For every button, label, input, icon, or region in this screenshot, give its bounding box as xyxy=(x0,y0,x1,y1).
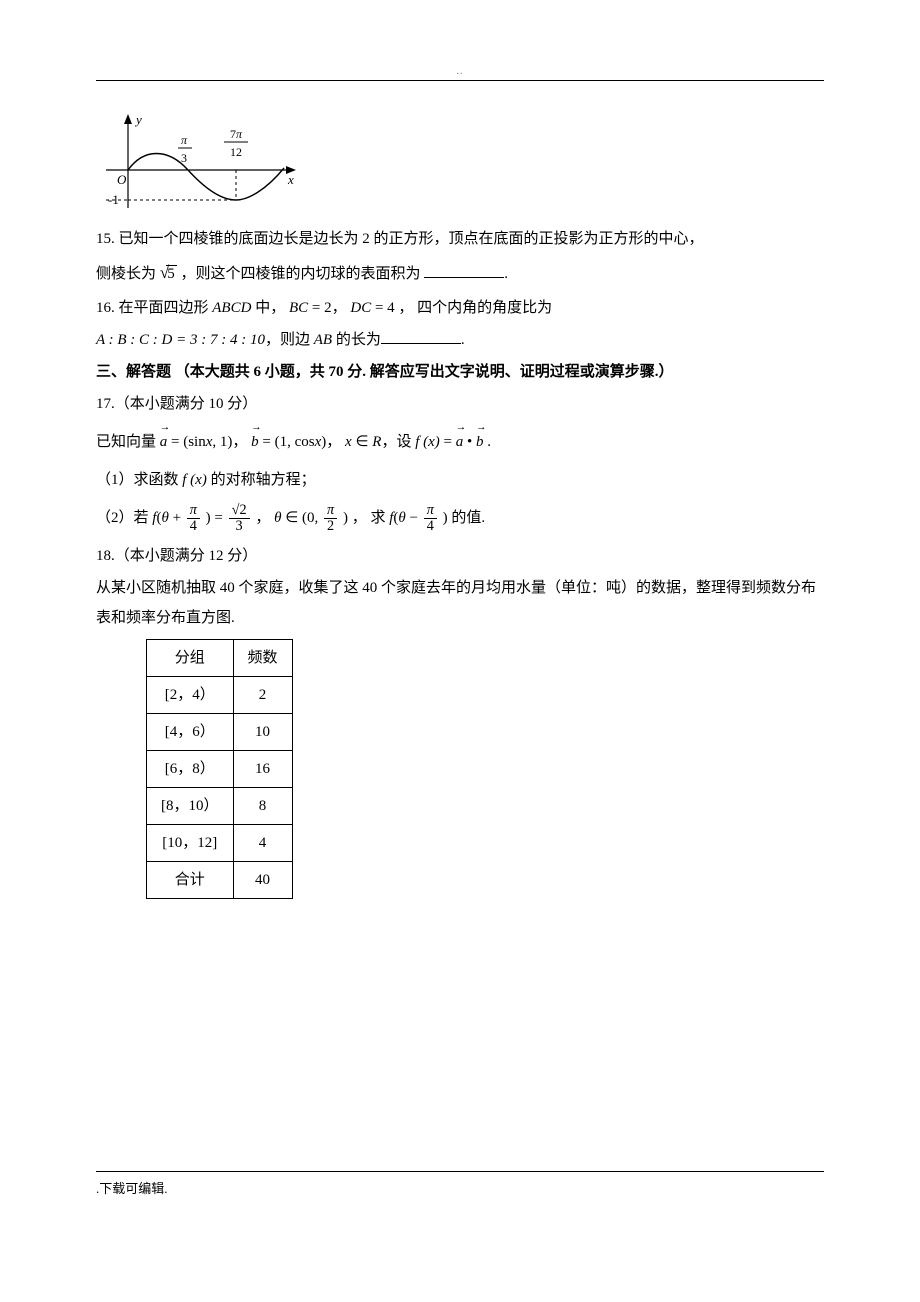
function-graph: y x O -1 π 3 7π 12 xyxy=(96,110,302,218)
table-row: [10，12]4 xyxy=(147,824,293,861)
x-axis-label: x xyxy=(287,172,294,187)
xtick-1-den: 12 xyxy=(230,145,242,159)
frac-pi4-2: π4 xyxy=(422,503,439,534)
col-header-group: 分组 xyxy=(147,639,234,676)
q15-blank xyxy=(424,262,504,278)
q17-body: 已知向量 a = (sinx, 1)， b = (1, cosx)， x ∈ R… xyxy=(96,421,824,463)
table-row: [4，6）10 xyxy=(147,713,293,750)
q18-body: 从某小区随机抽取 40 个家庭，收集了这 40 个家庭去年的月均用水量（单位：吨… xyxy=(96,573,824,633)
sqrt5: √5 xyxy=(160,256,177,291)
table-row-total: 合计40 xyxy=(147,861,293,898)
sine-curve xyxy=(128,154,284,201)
svg-text:7π: 7π xyxy=(230,127,243,141)
q16-line1: 16. 在平面四边形 ABCD 中， BC = 2， DC = 4 ， 四个内角… xyxy=(96,293,824,323)
q15-l2a: 侧棱长为 xyxy=(96,266,156,282)
q16-line2: A : B : C : D = 3 : 7 : 4 : 10，则边 AB 的长为… xyxy=(96,325,824,355)
q17-part2: （2）若 f(θ + π4 ) = √23 ， θ ∈ (0, π2 ) ， 求… xyxy=(96,497,824,539)
table-row: [6，8）16 xyxy=(147,750,293,787)
footer-text: .下载可编辑. xyxy=(96,1176,168,1202)
col-header-freq: 频数 xyxy=(233,639,292,676)
origin-label: O xyxy=(117,172,127,187)
section-3-heading: 三、解答题 （本大题共 6 小题，共 70 分. 解答应写出文字说明、证明过程或… xyxy=(96,357,824,387)
q17-part1: （1）求函数 f (x) 的对称轴方程； xyxy=(96,465,824,495)
frac-pi4-1: π4 xyxy=(185,503,202,534)
frac-pi2: π2 xyxy=(322,503,339,534)
neg1-label: -1 xyxy=(108,192,119,207)
page: .. y x O -1 π 3 7π xyxy=(0,0,920,1302)
table-row: [8，10）8 xyxy=(147,787,293,824)
top-rule xyxy=(96,80,824,81)
xtick-0-den: 3 xyxy=(181,151,187,165)
bottom-rule xyxy=(96,1171,824,1172)
vec-a: a xyxy=(160,421,168,463)
vec-b: b xyxy=(251,421,259,463)
y-axis-label: y xyxy=(134,112,142,127)
header-dots: .. xyxy=(457,62,464,82)
q18-title: 18.（本小题满分 12 分） xyxy=(96,541,824,571)
table-row: [2，4）2 xyxy=(147,676,293,713)
content: y x O -1 π 3 7π 12 15. 已知一个四棱锥的底面边长是边长为 … xyxy=(96,110,824,899)
q15-l2b: ，则这个四棱锥的内切球的表面积为 xyxy=(180,266,420,282)
table-header-row: 分组 频数 xyxy=(147,639,293,676)
q15-line1: 15. 已知一个四棱锥的底面边长是边长为 2 的正方形，顶点在底面的正投影为正方… xyxy=(96,224,824,254)
q15-line2: 侧棱长为 √5 ，则这个四棱锥的内切球的表面积为 . xyxy=(96,256,824,291)
xtick-0-num: π xyxy=(181,133,188,147)
q16-blank xyxy=(381,328,461,344)
frequency-table: 分组 频数 [2，4）2 [4，6）10 [6，8）16 [8，10）8 [10… xyxy=(146,639,293,899)
frac-sqrt2-3: √23 xyxy=(227,503,252,534)
